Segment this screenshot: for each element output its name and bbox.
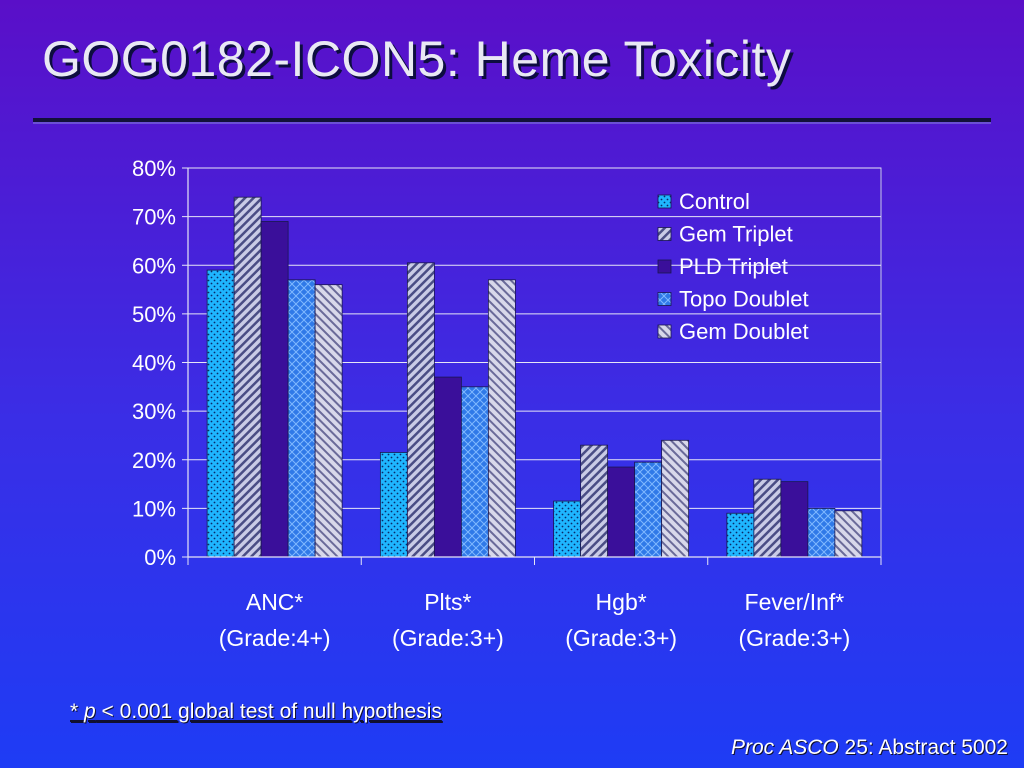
bar-gem-doublet [314,284,343,558]
y-tick-label: 50% [132,302,176,327]
y-tick-label: 30% [132,399,176,424]
y-tick-label: 20% [132,448,176,473]
bar-pld-triplet [607,466,636,558]
bars [206,196,863,558]
bar-pld-triplet [260,221,289,558]
bar-control [206,269,235,558]
legend-label: Gem Triplet [679,222,793,247]
x-category-label: (Grade:3+) [738,625,850,651]
legend-label: PLD Triplet [679,254,788,279]
bar-gem-doublet [661,439,690,558]
legend-label: Gem Doublet [679,319,809,344]
slide-title: GOG0182-ICON5: Heme Toxicity [42,31,792,87]
x-category-label: (Grade:4+) [219,625,331,651]
legend: Control Gem Triplet PLD Triplet Topo Double… [657,189,809,344]
legend-swatch [657,227,672,241]
bar-gem-triplet [753,478,782,558]
bar-pld-triplet [433,376,462,558]
footnote-star: * [70,700,85,723]
footnote-p: p [84,700,96,723]
bar-gem-doublet [487,279,516,558]
legend-label: Control [679,189,750,214]
bar-gem-triplet [233,196,262,558]
title-rule [33,118,991,122]
footnote: * p < 0.001 global test of null hypothes… [70,700,442,724]
bar-chart: 0% 10% 20% 30% 40% 50% 60% 70% 80% ANC* (Grade:4+)… [132,156,882,651]
legend-label: Topo Doublet [679,287,809,312]
x-category-label: Hgb* [596,589,647,615]
bar-gem-doublet [834,510,863,558]
y-tick-label: 80% [132,156,176,181]
x-category-label: Plts* [424,589,471,615]
x-category-label: Fever/Inf* [745,589,845,615]
citation-text: 25: Abstract 5002 [838,736,1008,759]
citation-journal: Proc ASCO [730,736,839,759]
legend-swatch [657,292,672,306]
y-tick-label: 70% [132,205,176,230]
bar-control [553,500,582,558]
bar-topo-doublet [634,461,663,558]
bar-topo-doublet [460,386,489,558]
legend-swatch [657,324,672,339]
footnote-text: < 0.001 global test of null hypothesis [95,700,442,723]
bar-gem-triplet [406,262,435,558]
bar-control [379,452,408,558]
y-tick-label: 60% [132,253,176,278]
bar-gem-triplet [580,444,609,558]
citation: Proc ASCO 25: Abstract 5002 [731,736,1008,760]
x-category-label: (Grade:3+) [392,625,504,651]
bar-topo-doublet [287,279,316,558]
y-tick-label: 0% [144,545,176,570]
y-tick-label: 40% [132,351,176,376]
legend-swatch [657,194,672,209]
legend-swatch [657,259,672,274]
bar-pld-triplet [780,481,809,558]
axes: 0% 10% 20% 30% 40% 50% 60% 70% 80% ANC* (Grade:4+)… [132,156,882,651]
bar-topo-doublet [807,507,836,558]
x-category-label: ANC* [246,589,304,615]
bar-control [726,512,755,558]
x-category-label: (Grade:3+) [565,625,677,651]
y-tick-label: 10% [132,496,176,521]
